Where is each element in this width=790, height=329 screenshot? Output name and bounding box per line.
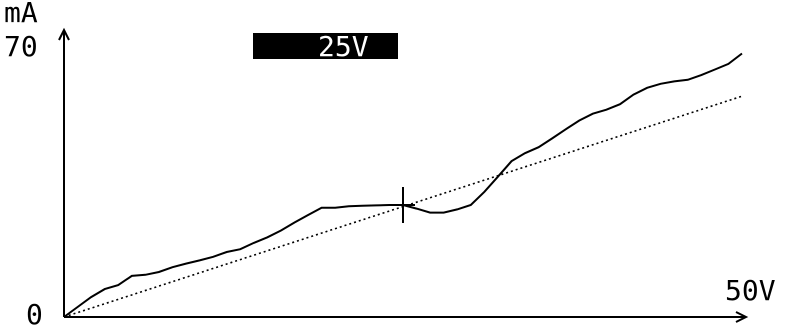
y-axis-max-label: 70	[4, 30, 38, 63]
chart-axes	[58, 27, 749, 323]
cursor-readout-value: 25V	[318, 30, 369, 63]
x-axis-max-label: 50V	[725, 274, 776, 307]
y-axis-unit-label: mA	[4, 0, 38, 29]
cursor-layer	[391, 187, 415, 224]
x-axis-arrow	[735, 311, 749, 323]
measured-curve-line	[63, 52, 743, 318]
series-layer	[63, 52, 743, 318]
cursor-readout-box	[253, 33, 398, 59]
y-axis-arrow	[58, 27, 70, 41]
y-axis-min-label: 0	[26, 298, 43, 329]
